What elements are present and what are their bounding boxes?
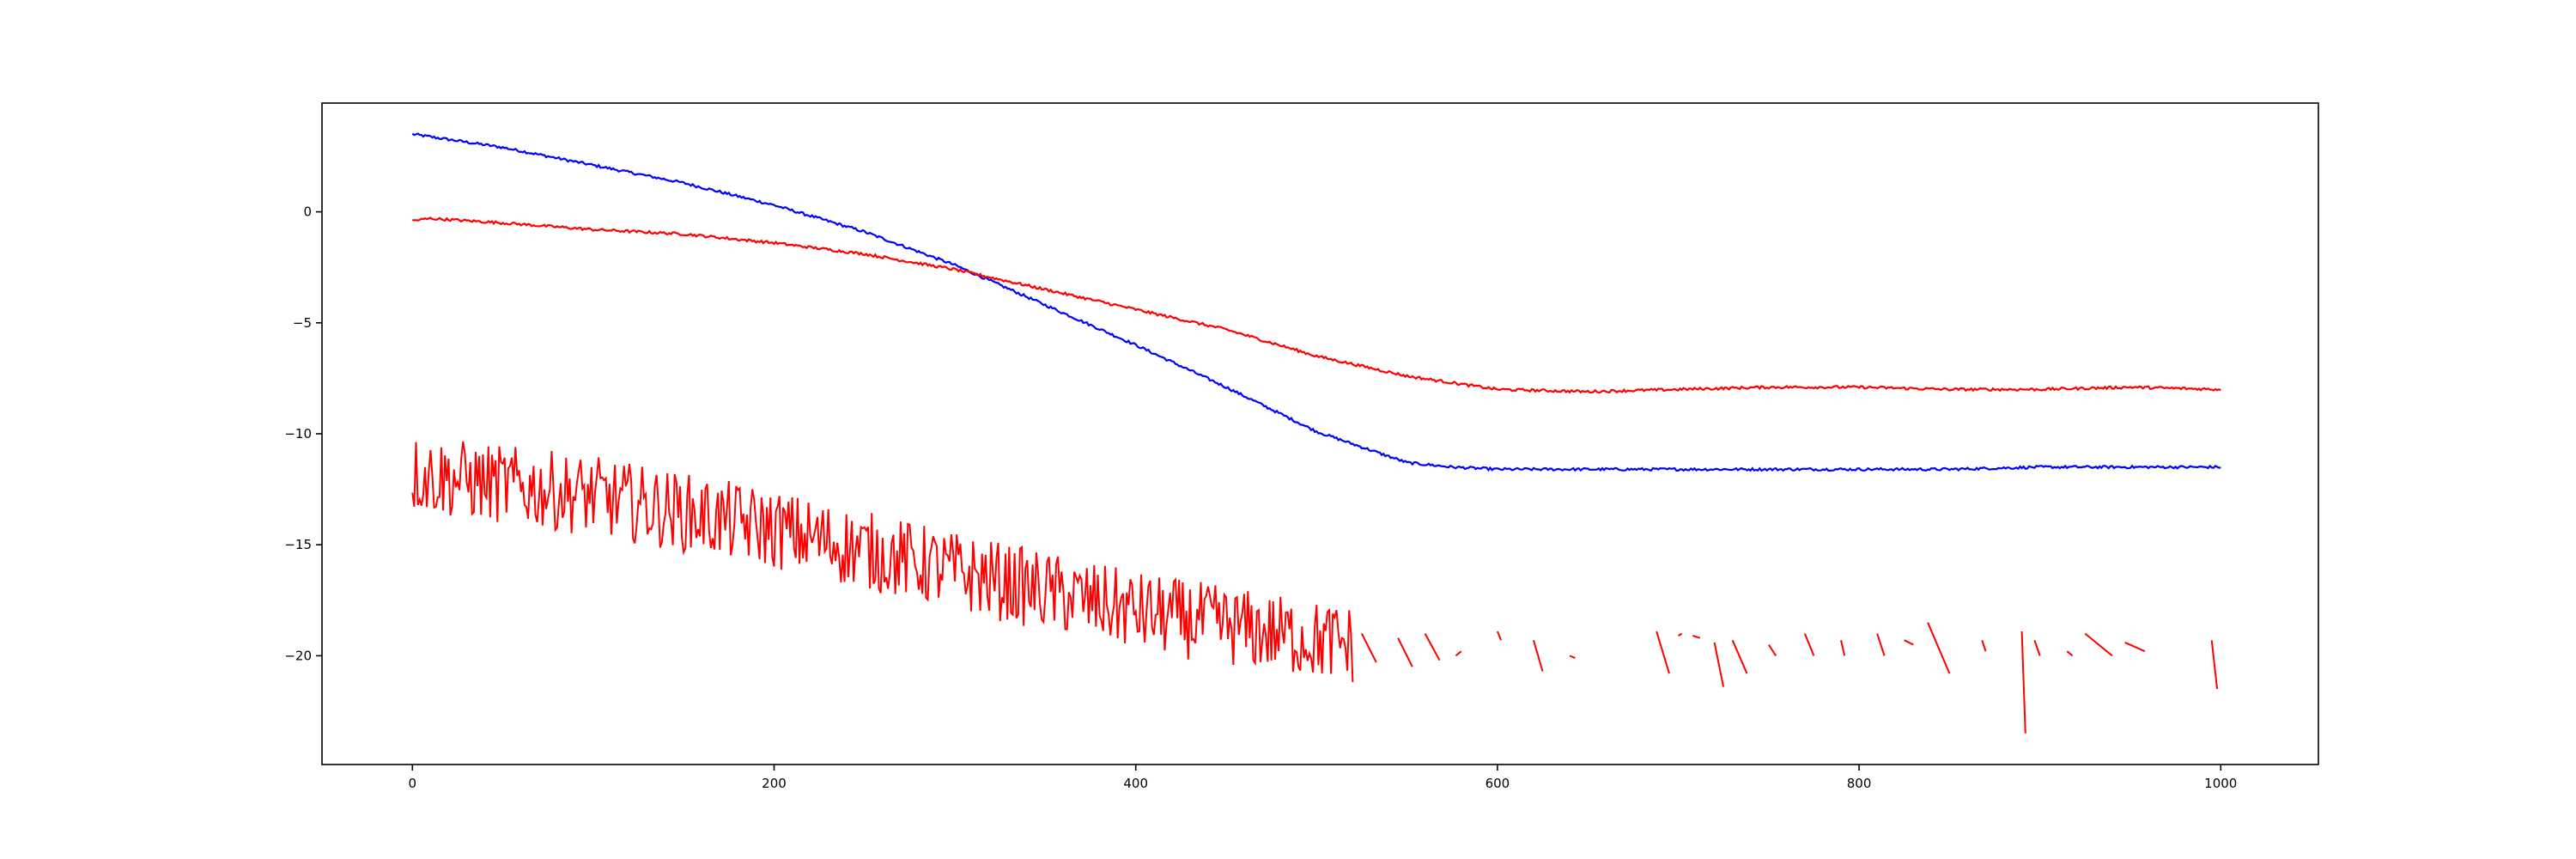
y-tick-label: −15 — [284, 537, 312, 552]
y-axis: 0 −5 −10 −15 −20 — [284, 204, 322, 663]
x-tick-label: 0 — [409, 776, 417, 791]
series-2-fragment — [1533, 640, 1544, 672]
series-2-fragment — [1927, 622, 1951, 674]
y-tick-label: 0 — [303, 204, 312, 220]
series-2-fragment — [2033, 639, 2041, 656]
series-2-fragment — [1569, 655, 1576, 659]
series-2-fragment — [1731, 639, 1748, 674]
series-2-fragment — [1876, 633, 1886, 656]
series-2-fragment — [2124, 641, 2146, 653]
x-tick-label: 600 — [1485, 776, 1510, 791]
x-tick-label: 200 — [762, 776, 787, 791]
series-2-fragment — [2084, 632, 2113, 657]
series-2-line — [411, 441, 1354, 683]
series-2-fragment — [1455, 650, 1462, 657]
series-2-fragment — [1361, 633, 1377, 663]
x-tick-label: 400 — [1123, 776, 1148, 791]
series-2-fragment — [1981, 639, 1987, 652]
series-2-fragment — [1840, 640, 1846, 656]
series-2-fragment — [2066, 650, 2074, 657]
series-2-fragment — [1677, 632, 1683, 637]
series-2-fragment — [1496, 631, 1503, 641]
series-2-fragment — [1656, 631, 1670, 674]
x-tick-label: 1000 — [2204, 776, 2237, 791]
series-2-fragment — [2020, 631, 2026, 734]
series-2-fragment — [1803, 633, 1815, 656]
series-2-fragment — [1713, 642, 1725, 687]
y-tick-label: −5 — [293, 315, 312, 331]
series-2-group — [411, 441, 2219, 734]
series-1-line — [412, 216, 2221, 394]
series-2-fragment — [1397, 637, 1413, 667]
series-2-fragment — [1692, 635, 1701, 639]
series-2-fragment — [1904, 639, 1914, 646]
series-2-fragment — [1424, 633, 1441, 661]
series-0-line — [411, 132, 2221, 472]
series-2-fragment — [1767, 643, 1777, 656]
series-0-group — [411, 132, 2221, 472]
series-layer — [411, 132, 2221, 734]
x-axis: 0 200 400 600 800 1000 — [409, 765, 2237, 791]
y-tick-label: −10 — [284, 426, 312, 442]
series-2-fragment — [2210, 640, 2219, 690]
y-tick-label: −20 — [284, 648, 312, 663]
series-1-group — [412, 216, 2221, 394]
x-tick-label: 800 — [1847, 776, 1872, 791]
